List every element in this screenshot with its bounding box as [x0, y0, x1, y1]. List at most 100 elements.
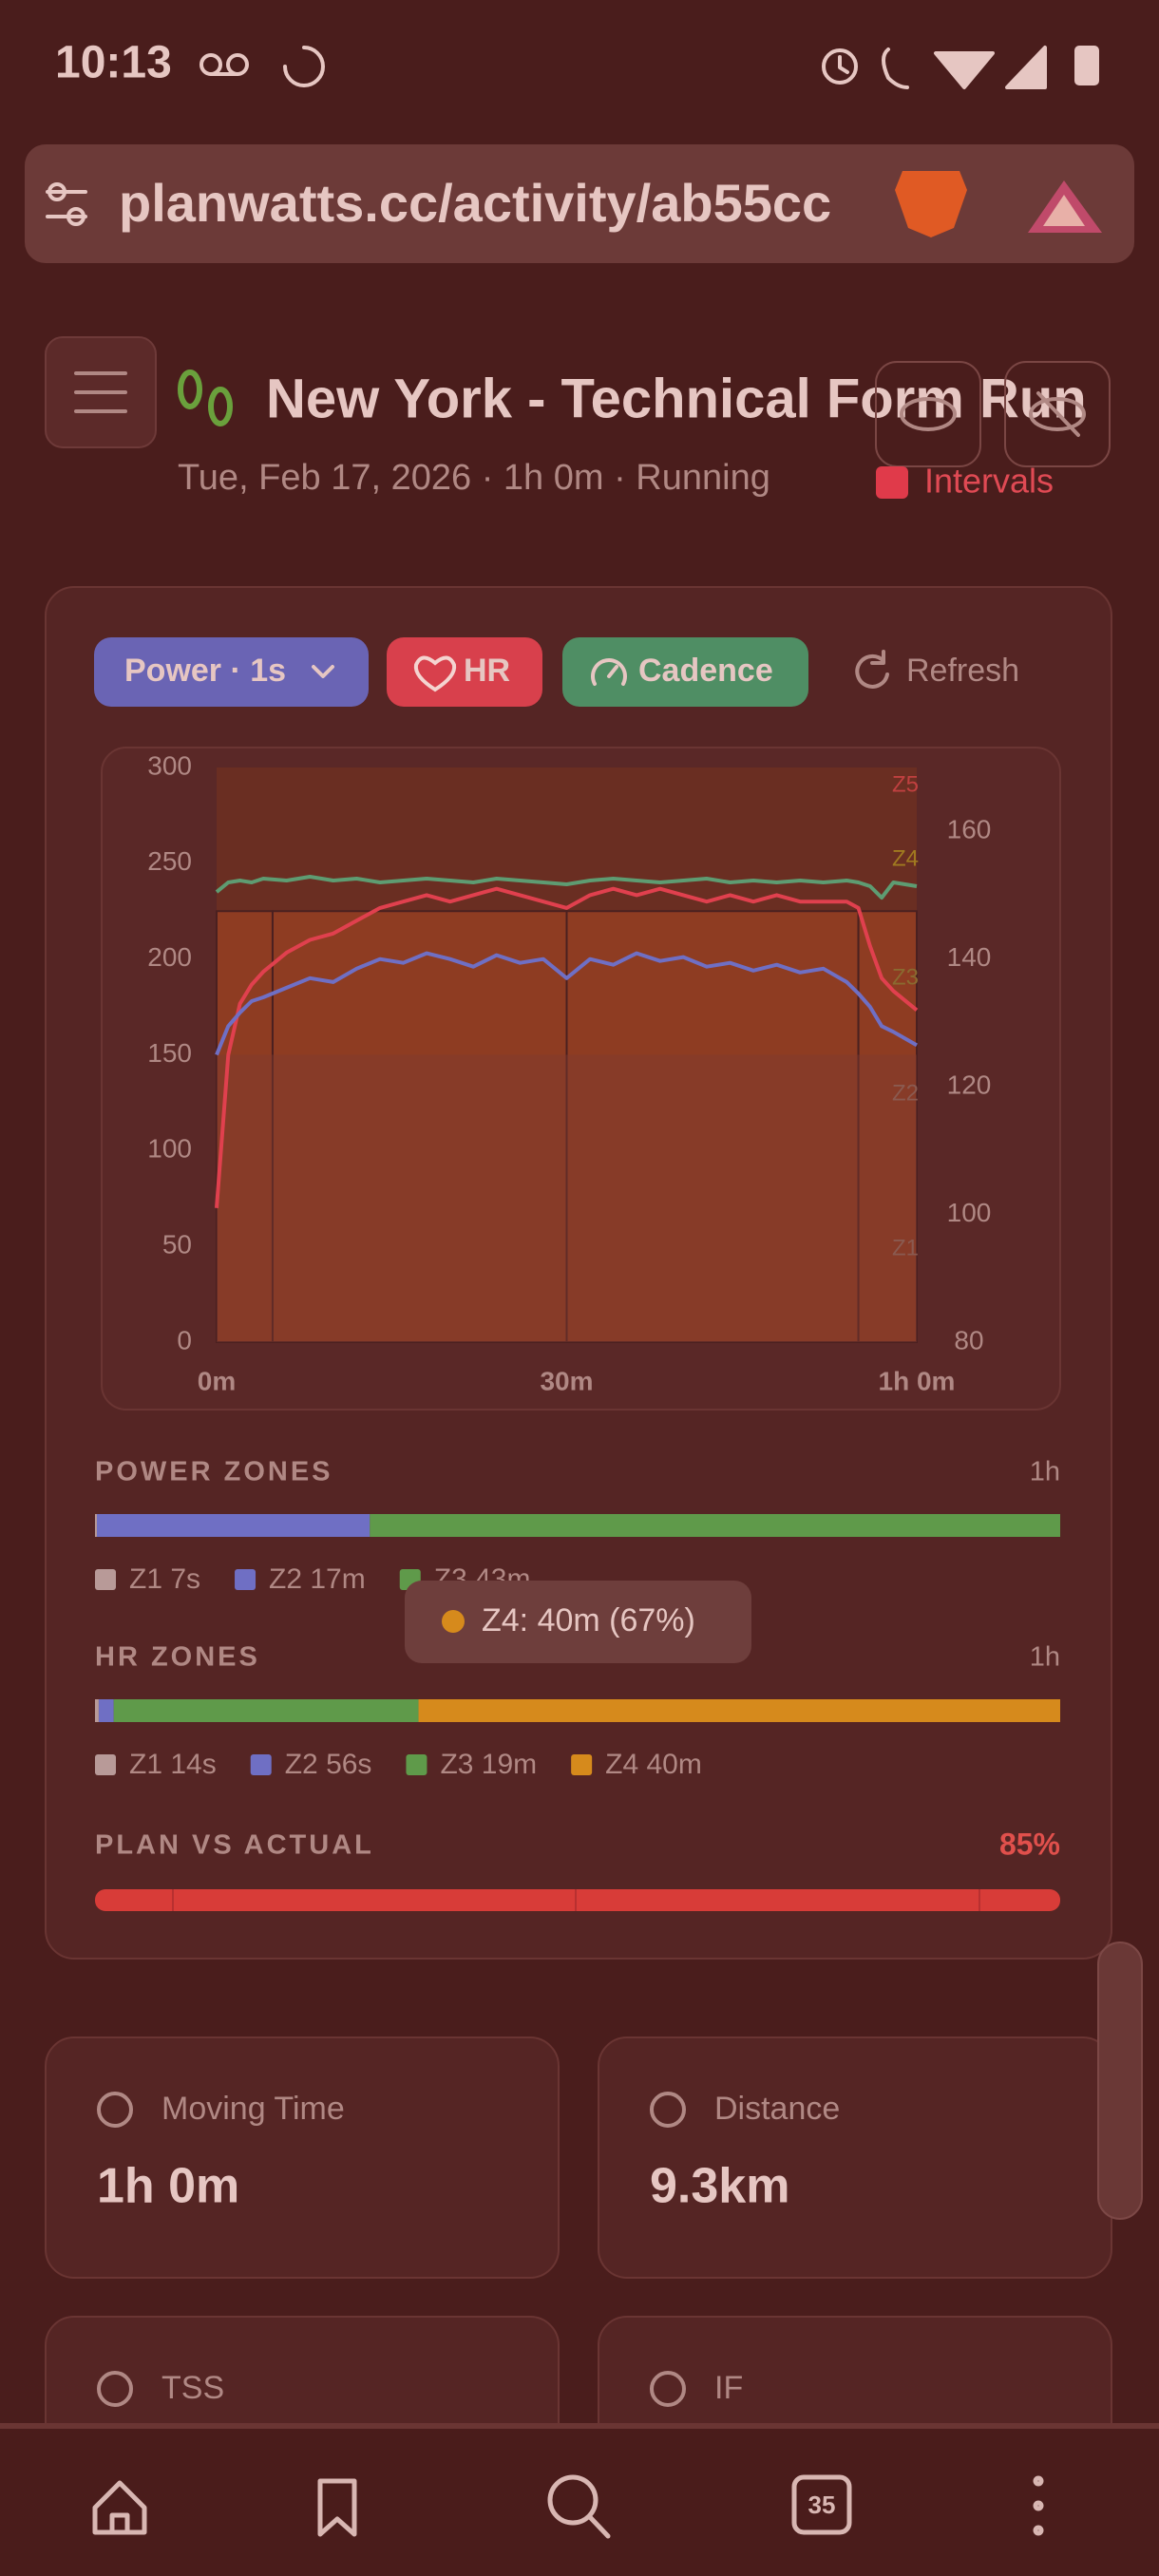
- zones-total: 1h: [1030, 1457, 1060, 1487]
- zone-label: Z5: [892, 771, 919, 797]
- series-line: [215, 951, 918, 1056]
- eye-icons: [900, 391, 1086, 437]
- zone-label: Z2: [892, 1080, 919, 1106]
- zone-label: Z4: [892, 845, 919, 871]
- stat-label: Distance: [714, 2091, 840, 2127]
- y2-tick-label: 120: [947, 1070, 992, 1100]
- legend-swatch: [250, 1754, 272, 1775]
- cadence-button-label[interactable]: Cadence: [638, 653, 773, 689]
- hide-button[interactable]: [1004, 361, 1111, 467]
- series-line: [215, 886, 919, 1208]
- zone-segment: [96, 1514, 370, 1537]
- brave-icon[interactable]: [895, 171, 967, 237]
- chevron: [312, 665, 334, 678]
- legend-swatch: [406, 1754, 428, 1775]
- tooltip-dot: [442, 1610, 465, 1633]
- zone-segment: [95, 1699, 99, 1722]
- stat-card: [598, 2036, 1112, 2279]
- y-tick-label: 0: [177, 1325, 192, 1354]
- stat-label: TSS: [162, 2370, 224, 2406]
- y2-tick-label: 100: [947, 1198, 992, 1227]
- power-button-label[interactable]: Power · 1s: [124, 653, 286, 689]
- scrollbar[interactable]: [1097, 1941, 1143, 2220]
- tabs-count[interactable]: 35: [808, 2491, 836, 2519]
- interval-fade: [217, 1054, 917, 1342]
- zone-segment: [418, 1699, 1060, 1722]
- legend-label: Z1 7s: [129, 1563, 200, 1595]
- legend-label: Z3 19m: [440, 1749, 537, 1780]
- legend-swatch: [571, 1754, 593, 1775]
- stat-icon: [97, 2092, 133, 2128]
- activity-subtitle: Tue, Feb 17, 2026 · 1h 0m · Running: [178, 458, 770, 498]
- nav-icons: [92, 2474, 1044, 2539]
- hr-button-label[interactable]: HR: [464, 653, 510, 689]
- stat-value: 9.3km: [650, 2159, 789, 2214]
- tooltip: [405, 1581, 751, 1663]
- legend-label: Z2 17m: [269, 1563, 366, 1595]
- zones-title: POWER ZONES: [95, 1457, 333, 1487]
- refresh-icon[interactable]: [855, 650, 889, 689]
- y-tick-label: 250: [147, 846, 192, 876]
- zones-total: 1h: [1030, 1642, 1060, 1673]
- y2-tick-label: 160: [947, 815, 992, 844]
- cadence-button[interactable]: [562, 637, 808, 707]
- run-icon: [178, 369, 233, 426]
- hr-button[interactable]: [387, 637, 542, 707]
- plot: Z5 Z4 Z3 Z2 Z1 0 50 100 150 200 250 300 80 100 120 140 1…: [147, 750, 991, 1395]
- plan-dividers: [172, 1889, 980, 1911]
- power-button[interactable]: [94, 637, 369, 707]
- legend-swatch: [95, 1754, 116, 1775]
- stat-label: IF: [714, 2370, 743, 2406]
- url-bar[interactable]: [25, 144, 1134, 263]
- zone-segment: [95, 1514, 97, 1537]
- legend-swatch: [95, 1569, 116, 1590]
- interval-block: [216, 910, 274, 1343]
- plan-title: PLAN VS ACTUAL: [95, 1830, 374, 1861]
- zones-title: HR ZONES: [95, 1642, 260, 1673]
- view-button[interactable]: [875, 361, 981, 467]
- stat-icon: [650, 2092, 686, 2128]
- intervals-badge[interactable]: Intervals: [924, 462, 1054, 501]
- tabs-icon[interactable]: [791, 2474, 852, 2535]
- y2-tick-label: 80: [954, 1325, 983, 1354]
- heart-icon: [413, 655, 457, 692]
- status-icons: [200, 46, 1099, 89]
- zone-segment: [98, 1699, 114, 1722]
- y-tick-label: 200: [147, 942, 192, 972]
- y-tick-label: 150: [147, 1038, 192, 1068]
- search-icon[interactable]: [547, 2474, 598, 2526]
- tooltip-text: Z4: 40m (67%): [482, 1602, 695, 1638]
- zone-label: Z1: [892, 1235, 919, 1260]
- home-icon[interactable]: [92, 2480, 147, 2535]
- clock: 10:13: [55, 38, 172, 88]
- stat-card: [45, 2036, 560, 2279]
- stat-icon: [650, 2371, 686, 2407]
- gauge-icon: [591, 658, 627, 686]
- stat-icon: [97, 2371, 133, 2407]
- y-tick-label: 50: [162, 1230, 192, 1260]
- interval-block: [565, 910, 860, 1343]
- stat-label: Moving Time: [162, 2091, 345, 2127]
- zone-segment: [370, 1514, 1060, 1537]
- legend-label: Z1 14s: [129, 1749, 217, 1780]
- plan-bar: [95, 1889, 1060, 1911]
- zone-label: Z3: [892, 964, 919, 990]
- activity-title: New York - Technical Form Run: [266, 368, 1087, 429]
- x-tick-label: 0m: [198, 1366, 236, 1395]
- intervals-icon: [876, 466, 908, 499]
- x-tick-label: 30m: [540, 1366, 593, 1395]
- series-line: [215, 875, 918, 900]
- url-text[interactable]: planwatts.cc/activity/ab55cc: [119, 173, 831, 233]
- y-tick-label: 300: [147, 750, 192, 780]
- y2-tick-label: 140: [947, 942, 992, 972]
- rewards-icon-inner: [1043, 195, 1085, 226]
- refresh-label[interactable]: Refresh: [906, 653, 1019, 689]
- plan-value: 85%: [999, 1827, 1060, 1861]
- x-tick-label: 1h 0m: [879, 1366, 956, 1395]
- bottom-nav: [0, 2424, 1159, 2576]
- site-settings-icon[interactable]: [46, 182, 87, 226]
- bookmark-icon[interactable]: [317, 2478, 357, 2537]
